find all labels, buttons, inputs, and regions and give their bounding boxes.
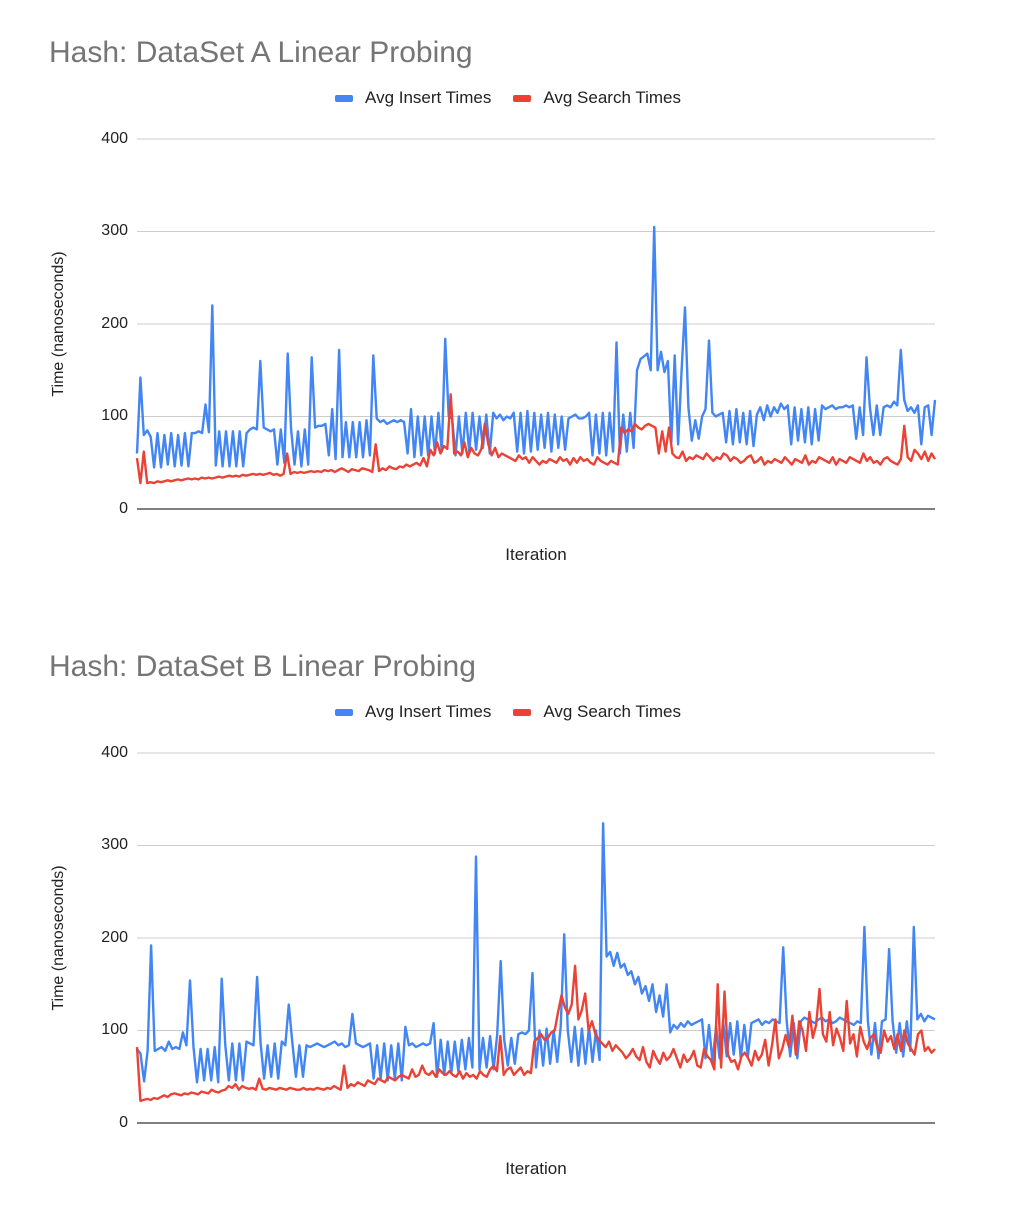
legend-label-insert: Avg Insert Times (365, 88, 492, 107)
y-tick-label: 300 (101, 836, 128, 853)
series-line-search (135, 964, 936, 1102)
y-tick-label: 200 (101, 315, 128, 332)
legend-swatch-insert (335, 94, 354, 102)
legend-label-insert: Avg Insert Times (365, 702, 492, 721)
y-tick-label: 400 (101, 130, 128, 147)
legend: Avg Insert Times Avg Search Times (0, 702, 1016, 722)
y-tick-label: 200 (101, 929, 128, 946)
legend-label-search: Avg Search Times (543, 702, 681, 721)
legend-swatch-insert (335, 708, 354, 716)
legend-item-insert: Avg Insert Times (335, 702, 491, 722)
y-tick-label: 100 (101, 407, 128, 424)
legend-item-search: Avg Search Times (513, 702, 681, 722)
chart-a: Hash: DataSet A Linear Probing Avg Inser… (0, 0, 1016, 600)
series-line-search (135, 393, 937, 485)
legend-item-insert: Avg Insert Times (335, 88, 491, 108)
x-axis-label: Iteration (505, 1159, 567, 1178)
legend-label-search: Avg Search Times (543, 88, 681, 107)
x-axis-label: Iteration (505, 545, 567, 564)
y-axis-label: Time (nanoseconds) (50, 865, 67, 1011)
chart-title: Hash: DataSet B Linear Probing (49, 650, 476, 683)
plot-area (135, 138, 937, 510)
y-axis-label: Time (nanoseconds) (50, 251, 67, 397)
series-line-insert (135, 225, 937, 469)
legend-item-search: Avg Search Times (513, 88, 681, 108)
plot-area (135, 752, 936, 1124)
chart-b: Hash: DataSet B Linear Probing Avg Inser… (0, 614, 1016, 1214)
legend-swatch-search (513, 94, 532, 102)
series-line-insert (136, 822, 936, 1084)
chart-title: Hash: DataSet A Linear Probing (49, 36, 473, 69)
y-tick-label: 0 (119, 500, 128, 517)
y-tick-label: 0 (119, 1114, 128, 1131)
y-tick-label: 100 (101, 1021, 128, 1038)
y-tick-label: 400 (101, 744, 128, 761)
legend-swatch-search (513, 708, 532, 716)
legend: Avg Insert Times Avg Search Times (0, 88, 1016, 108)
y-tick-label: 300 (101, 222, 128, 239)
